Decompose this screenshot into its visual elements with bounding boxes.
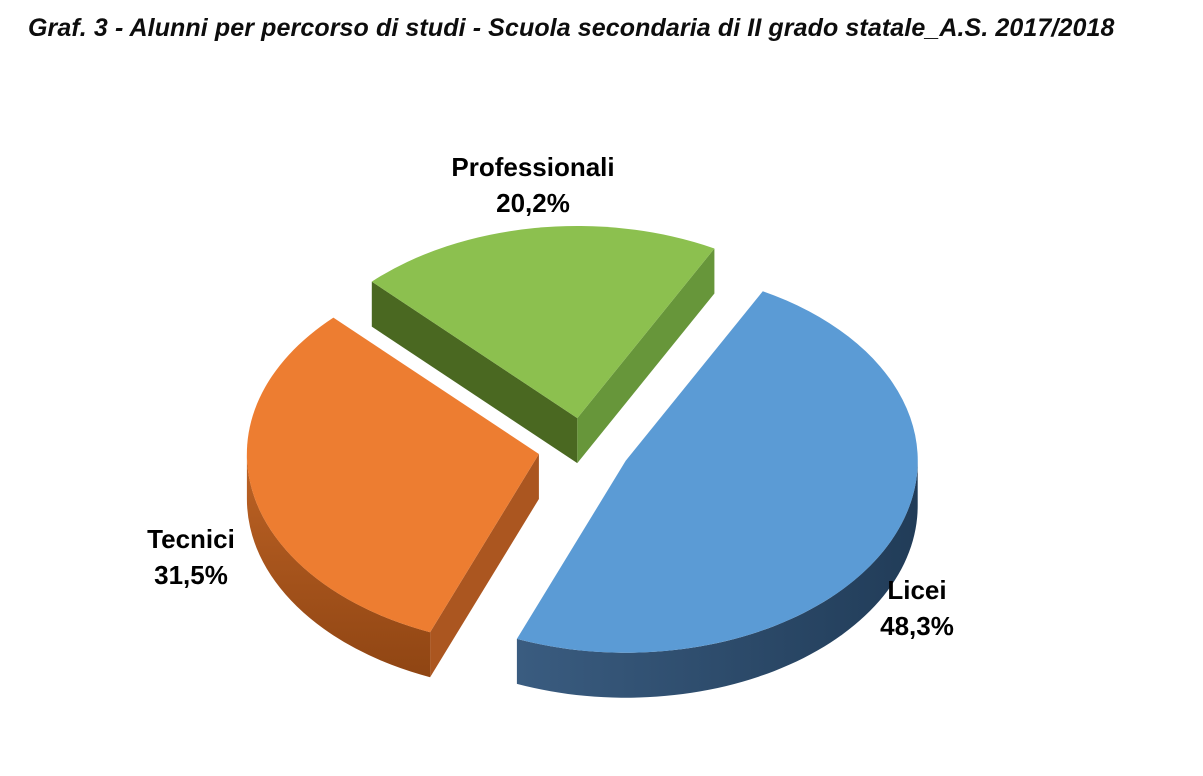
pie-slices (246, 226, 918, 698)
pie-slice-tecnici-rim (246, 454, 431, 678)
pie-slice-tecnici-top (246, 317, 539, 633)
pie-slice-licei-top (516, 291, 918, 653)
chart-title: Graf. 3 - Alunni per percorso di studi -… (28, 14, 1115, 42)
pie-slice-licei-rim (516, 460, 918, 698)
pie-slice-professionali-cut-end (577, 248, 715, 464)
pie-slice-tecnici-cut-start (430, 454, 539, 678)
pie-slice-professionali-top (371, 226, 715, 419)
pie-slice-professionali-cut-start (371, 281, 578, 464)
